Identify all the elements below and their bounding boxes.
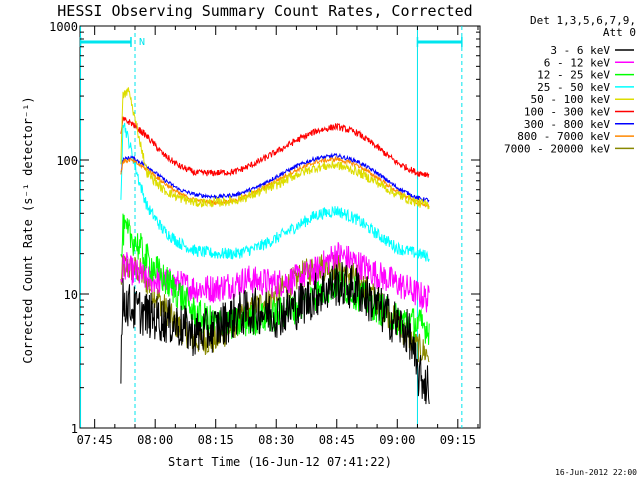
- legend-label: 50 - 100 keV: [531, 93, 611, 106]
- legend-label: 3 - 6 keV: [550, 44, 610, 57]
- series-line: [120, 116, 430, 178]
- series-line: [120, 261, 430, 405]
- plot-frame: [79, 25, 481, 429]
- x-tick-label: 08:30: [258, 433, 294, 447]
- legend-label: 300 - 800 keV: [524, 118, 610, 131]
- legend-label: 6 - 12 keV: [544, 56, 611, 69]
- legend-header-line1: Det 1,3,5,6,7,9,: [530, 14, 636, 27]
- x-tick-label: 08:00: [137, 433, 173, 447]
- y-tick-label: 1000: [49, 20, 78, 34]
- legend-label: 100 - 300 keV: [524, 106, 610, 119]
- x-tick-label: 09:15: [440, 433, 476, 447]
- series-line: [120, 122, 430, 263]
- y-tick-label: 100: [56, 154, 78, 168]
- series-group: [120, 87, 430, 405]
- x-axis-label: Start Time (16-Jun-12 07:41:22): [168, 455, 392, 469]
- y-tick-label: 1: [71, 422, 78, 436]
- legend-label: 800 - 7000 keV: [517, 130, 610, 143]
- flag-label: N: [139, 37, 145, 48]
- annotations: N: [79, 26, 463, 428]
- legend-label: 25 - 50 keV: [537, 81, 610, 94]
- y-tick-label: 10: [64, 288, 78, 302]
- axes: 07:45 08:00 08:15 08:30 08:45 09:00 09:15 1 10 10…: [49, 20, 480, 447]
- series-line: [120, 152, 430, 204]
- series-line: [120, 87, 430, 210]
- timestamp: 16-Jun-2012 22:00: [555, 468, 637, 477]
- legend-label: 7000 - 20000 keV: [504, 142, 610, 155]
- x-tick-label: 08:15: [198, 433, 234, 447]
- legend-label: 12 - 25 keV: [537, 69, 610, 82]
- x-tick-label: 08:45: [319, 433, 355, 447]
- x-tick-label: 07:45: [77, 433, 113, 447]
- x-tick-label: 09:00: [379, 433, 415, 447]
- series-line: [120, 253, 430, 363]
- y-axis-label: Corrected Count Rate (s⁻¹ detector⁻¹): [21, 96, 35, 363]
- plot-border: [79, 25, 481, 429]
- chart-title: HESSI Observing Summary Count Rates, Cor…: [57, 2, 472, 20]
- legend-header-line2: Att 0: [603, 26, 636, 39]
- series-line: [120, 242, 430, 313]
